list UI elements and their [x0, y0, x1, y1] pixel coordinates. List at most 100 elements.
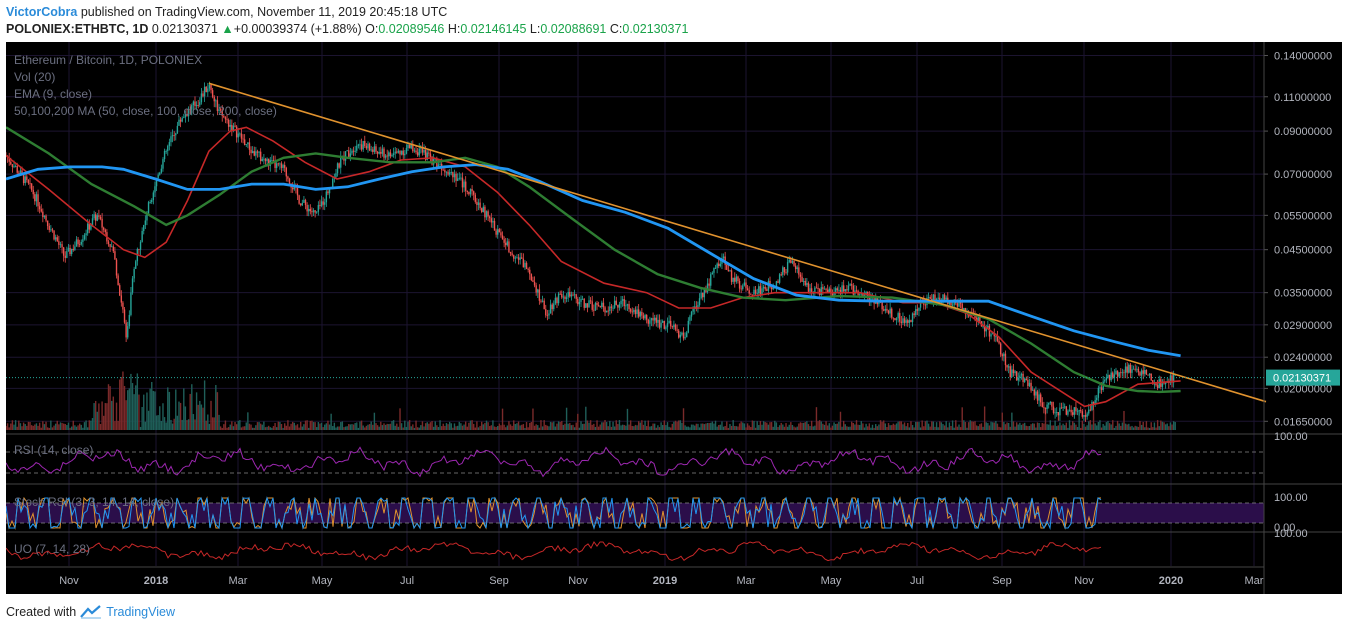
candle-body — [1116, 370, 1119, 377]
tradingview-link[interactable]: TradingView — [106, 605, 175, 619]
volume-bar — [963, 420, 965, 430]
candle-body — [1163, 383, 1165, 385]
volume-bar — [114, 421, 116, 430]
volume-bar — [815, 407, 818, 430]
candle-body — [532, 280, 534, 282]
candle-body — [1072, 412, 1074, 415]
volume-bar — [842, 420, 845, 430]
volume-bar — [686, 426, 688, 430]
volume-bar — [919, 427, 922, 430]
volume-bar — [618, 420, 621, 430]
volume-bar — [748, 425, 750, 430]
volume-bar — [13, 424, 15, 430]
volume-bar — [14, 420, 17, 430]
candle-body — [203, 86, 206, 97]
candle-body — [540, 300, 542, 302]
candle-body — [629, 309, 632, 312]
volume-bar — [200, 404, 203, 430]
volume-bar — [607, 426, 609, 430]
volume-bar — [652, 423, 654, 430]
candle-body — [892, 317, 895, 319]
volume-bar — [10, 423, 12, 430]
volume-bar — [628, 424, 630, 430]
volume-bar — [977, 426, 979, 430]
volume-bar — [1094, 423, 1096, 430]
volume-bar — [171, 423, 174, 430]
volume-bar — [130, 373, 132, 430]
candle-body — [682, 332, 685, 339]
volume-bar — [327, 420, 329, 430]
volume-bar — [790, 422, 792, 430]
candle-body — [362, 140, 364, 150]
volume-bar — [663, 420, 665, 430]
candle-body — [351, 150, 353, 154]
volume-bar — [1064, 425, 1066, 430]
candle-body — [963, 308, 965, 311]
candle-body — [370, 149, 372, 151]
volume-bar — [991, 422, 994, 430]
candle-body — [1140, 370, 1143, 376]
volume-bar — [27, 421, 30, 430]
candle-body — [726, 264, 728, 270]
candle-body — [285, 167, 287, 177]
volume-bar — [836, 423, 838, 430]
volume-bar — [714, 420, 717, 430]
candle-body — [147, 202, 150, 215]
volume-bar — [187, 419, 190, 430]
volume-bar — [987, 423, 989, 430]
candle-body — [751, 294, 754, 296]
volume-bar — [612, 421, 614, 430]
candle-body — [998, 340, 1000, 344]
candle-body — [292, 187, 294, 190]
volume-bar — [883, 420, 885, 430]
volume-bar — [1054, 420, 1056, 430]
rsi-legend: RSI (14, close) — [14, 443, 93, 457]
volume-bar — [464, 421, 467, 430]
volume-bar — [247, 412, 249, 430]
volume-bar — [955, 420, 957, 430]
volume-bar — [551, 422, 553, 430]
volume-bar — [788, 424, 790, 430]
volume-bar — [1022, 423, 1024, 430]
chart-svg[interactable]: 0.14000000 0.11000000 0.09000000 0.07000000… — [5, 42, 1342, 594]
candle-body — [86, 223, 89, 234]
volume-bar — [103, 415, 105, 430]
volume-bar — [497, 426, 499, 430]
candle-body — [1073, 407, 1076, 415]
volume-bar — [123, 385, 126, 430]
candle-body — [548, 313, 550, 316]
volume-bar — [1003, 421, 1005, 430]
volume-bar — [1001, 412, 1003, 430]
volume-bar — [306, 420, 308, 430]
candle-body — [130, 292, 132, 315]
candle-body — [793, 260, 795, 266]
candle-body — [325, 191, 328, 203]
candle-body — [301, 202, 304, 206]
candle-body — [546, 315, 549, 317]
candle-body — [51, 229, 54, 231]
volume-bar — [846, 426, 848, 430]
volume-bar — [785, 423, 787, 430]
author-link[interactable]: VictorCobra — [6, 5, 78, 19]
candle-body — [1126, 366, 1128, 373]
volume-bar — [719, 424, 722, 430]
candle-body — [85, 233, 87, 236]
volume-bar — [340, 422, 342, 430]
candle-body — [24, 176, 26, 184]
candle-body — [849, 284, 851, 286]
candle-body — [348, 150, 350, 157]
volume-bar — [554, 426, 557, 430]
candle-body — [596, 302, 598, 306]
chart-container[interactable]: 0.14000000 0.11000000 0.09000000 0.07000000… — [5, 42, 1342, 594]
volume-bar — [460, 423, 462, 430]
candle-body — [919, 299, 922, 308]
candle-body — [484, 206, 486, 218]
candle-body — [836, 288, 838, 291]
volume-bar — [681, 422, 683, 430]
volume-bar — [581, 423, 584, 430]
candle-body — [199, 102, 201, 106]
candle-body — [842, 285, 845, 292]
candle-body — [256, 151, 259, 153]
candle-body — [1139, 372, 1141, 376]
volume-bar — [902, 424, 904, 430]
